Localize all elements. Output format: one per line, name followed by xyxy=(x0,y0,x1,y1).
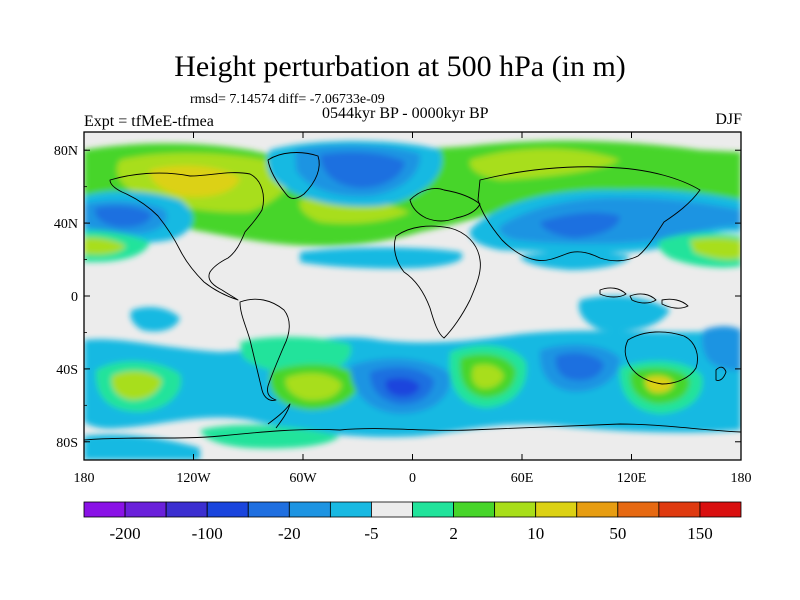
south-america-coast xyxy=(239,298,290,401)
colorbar: -200 -100 -20 -5 2 10 50 150 xyxy=(83,501,742,543)
north-america-coast xyxy=(109,172,264,301)
colorbar-label: 10 xyxy=(527,524,544,543)
africa-coast xyxy=(393,225,481,339)
longitude-axis: 180 120W 60W 0 60E 120E 180 xyxy=(74,132,752,486)
s-indian-low-core xyxy=(555,353,604,381)
colorbar-box xyxy=(124,501,167,518)
lon-tick-label: 180 xyxy=(731,471,752,486)
colorbar-box xyxy=(453,501,496,518)
colorbar-box xyxy=(412,501,454,518)
colorbar-box xyxy=(617,501,660,518)
stats-text: rmsd= 7.14574 diff= -7.06733e-09 xyxy=(190,92,385,107)
lon-tick-label: 120E xyxy=(617,471,647,486)
sh-positive-1-core xyxy=(111,371,162,400)
colorbar-box xyxy=(535,501,578,518)
sa-low-core xyxy=(385,378,420,397)
npacific-low-core xyxy=(94,206,152,228)
indian-ocean-positive-core xyxy=(472,364,504,389)
latitude-axis: 80N 40N 0 40S 80S xyxy=(54,144,741,451)
colorbar-label: -20 xyxy=(278,524,301,543)
colorbar-label: -100 xyxy=(192,524,223,543)
nw-pacific-positive-core xyxy=(84,237,126,255)
tropical-negative-2 xyxy=(520,251,630,270)
lat-tick-label: 80N xyxy=(54,144,78,159)
lat-tick-label: 80S xyxy=(56,436,78,451)
period-text: 0544kyr BP - 0000kyr BP xyxy=(322,105,489,122)
europe-coast xyxy=(409,188,481,222)
indonesia-coast xyxy=(599,287,689,309)
colorbar-box xyxy=(658,501,701,518)
colorbar-box xyxy=(699,501,742,518)
lon-tick-label: 60E xyxy=(511,471,534,486)
colorbar-box xyxy=(247,501,290,518)
lon-tick-label: 0 xyxy=(409,471,416,486)
map-title: Height perturbation at 500 hPa (in m) xyxy=(174,50,626,83)
asia-coast xyxy=(477,166,701,262)
greenland-low-core xyxy=(320,152,405,188)
antarctica-coast xyxy=(84,423,741,441)
se-pacific-low xyxy=(701,326,741,371)
s-pacific-negative xyxy=(130,307,180,332)
asia-low-core xyxy=(540,212,620,238)
antarctic-band-positive xyxy=(200,424,340,449)
anomaly-field xyxy=(84,132,741,460)
ne-pacific-positive-core xyxy=(690,237,741,260)
sh-positive-3-core xyxy=(285,373,342,401)
australia-coast xyxy=(624,331,698,385)
lat-tick-label: 40N xyxy=(54,217,78,232)
colorbar-box xyxy=(206,501,249,518)
antarctic-band-negative xyxy=(84,434,200,460)
lat-tick-label: 0 xyxy=(71,290,78,305)
season-label: DJF xyxy=(715,111,742,128)
new-zealand-coast xyxy=(715,366,727,381)
lat-tick-label: 40S xyxy=(56,363,78,378)
colorbar-label: -5 xyxy=(364,524,378,543)
antarctic-peninsula-coast xyxy=(267,403,291,429)
colorbar-label: 150 xyxy=(687,524,713,543)
colorbar-box xyxy=(371,501,413,518)
colorbar-label: 2 xyxy=(449,524,458,543)
colorbar-box xyxy=(288,501,331,518)
colorbar-box xyxy=(576,501,619,518)
colorbar-label: -200 xyxy=(109,524,140,543)
colorbar-box xyxy=(329,501,372,518)
lon-tick-label: 60W xyxy=(289,471,317,486)
colorbar-box xyxy=(83,501,126,518)
tropical-negative-3 xyxy=(578,295,670,332)
australia-positive-core xyxy=(645,376,674,393)
coastlines xyxy=(84,152,741,441)
lon-tick-label: 120W xyxy=(176,471,211,486)
experiment-label: Expt = tfMeE-tfmea xyxy=(84,113,214,130)
eurasia-positive-core xyxy=(469,148,620,180)
colorbar-label: 50 xyxy=(609,524,626,543)
colorbar-box xyxy=(165,501,208,518)
greenland-coast xyxy=(267,152,320,199)
lon-tick-label: 180 xyxy=(74,471,95,486)
colorbar-box xyxy=(494,501,537,518)
tropical-negative-1 xyxy=(300,247,463,269)
